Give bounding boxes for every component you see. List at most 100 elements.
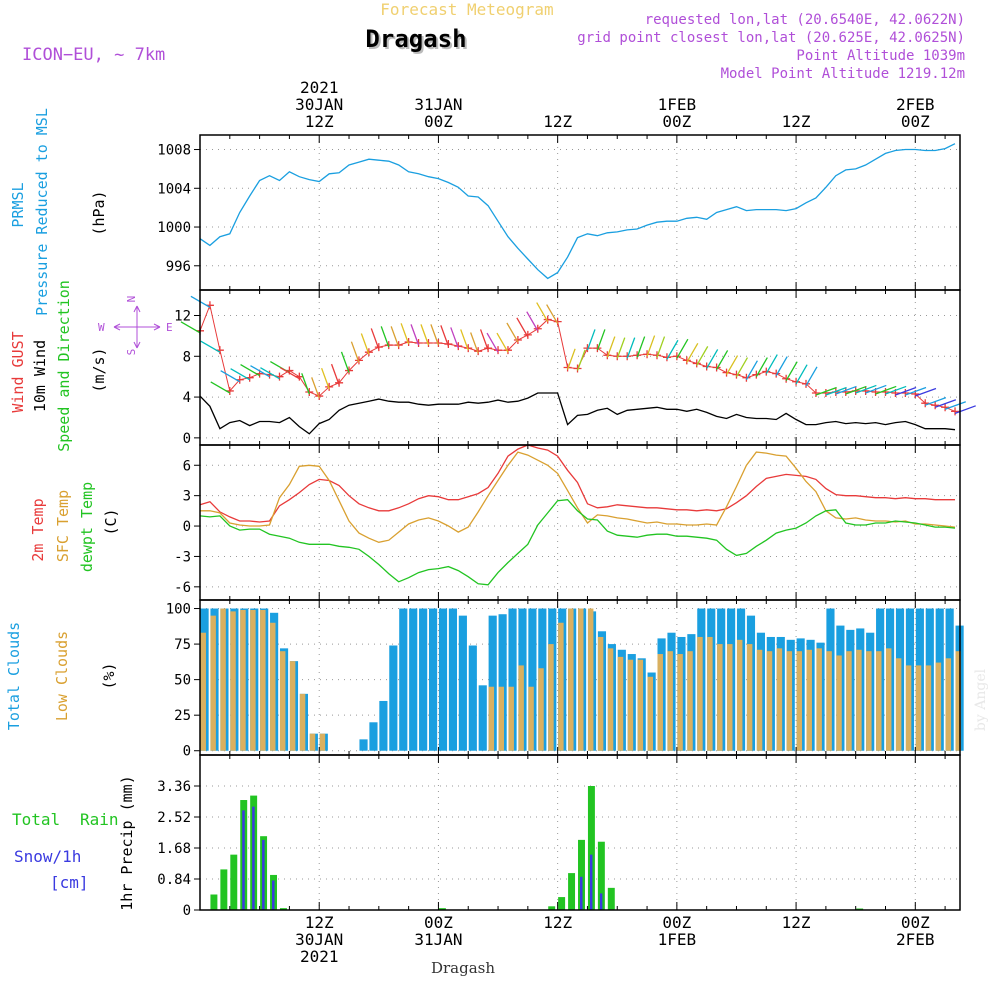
wind-direction-arrow [925, 397, 947, 406]
gust-marker [742, 373, 751, 382]
panel-border-wind [199, 289, 961, 446]
wind-direction-arrow [656, 336, 666, 358]
wind-direction-arrow [934, 399, 957, 408]
wind-direction-arrow [321, 367, 330, 390]
wind-direction-arrow [330, 363, 340, 386]
wind-label: 10m Wind [31, 340, 49, 412]
gust-marker [434, 339, 443, 348]
bottom-time-label: 00Z [901, 913, 930, 932]
low-cloud-bar [885, 648, 892, 751]
panel-clouds: 0 25 50 75 100 [166, 600, 964, 760]
gust-marker [384, 341, 393, 350]
compass-east: E [166, 321, 173, 334]
gust-marker [603, 351, 612, 360]
snow-bar [580, 876, 583, 910]
low-cloud-bar [786, 651, 793, 751]
snow-bar [262, 839, 265, 910]
gust-marker [702, 362, 711, 371]
compass-north: N [125, 296, 138, 303]
low-cloud-bar [587, 608, 594, 751]
low-cloud-bar [538, 668, 544, 751]
y-tick-label: 0.84 [157, 872, 191, 888]
bottom-time-label: 1FEB [658, 930, 697, 949]
gust-marker [782, 374, 791, 383]
gust-marker [315, 392, 324, 401]
wind-direction-arrow [735, 357, 749, 377]
low-cloud-bar [756, 649, 763, 751]
snow-bar [589, 854, 593, 910]
wind-direction-arrow [954, 405, 976, 414]
top-time-label: 12Z [782, 112, 811, 131]
wind-direction-arrow [716, 350, 729, 370]
y-tick-label: 1000 [157, 220, 191, 236]
total-cloud-bar [488, 615, 497, 751]
gust-marker [792, 377, 801, 386]
wind-direction-arrow [835, 385, 857, 395]
rain-bar [210, 894, 218, 910]
location-name-shadow: Dragash [367, 27, 468, 55]
gust-marker [454, 342, 463, 351]
grid-point-coords: grid point closest lon,lat (20.625E, 42.… [577, 30, 965, 46]
y-tick-label: 0 [183, 744, 191, 760]
low-cloud-bar [707, 636, 713, 751]
wind-direction-arrow [380, 326, 390, 348]
y-tick-label: 25 [174, 708, 191, 724]
low-cloud-bar [876, 651, 882, 751]
snow-bar [599, 893, 603, 910]
low-cloud-bar [736, 639, 743, 751]
y-tick-label: 3 [183, 489, 191, 505]
wind-direction-arrow [260, 367, 280, 380]
wind-direction-arrow [885, 385, 907, 395]
wind-direction-arrow [785, 361, 798, 382]
low-cloud-bar [866, 651, 872, 751]
low-cloud-bar [687, 651, 693, 751]
wind-direction-arrow [566, 348, 576, 370]
low-cloud-bar [240, 609, 246, 751]
top-time-label: 30JAN [295, 95, 343, 114]
gust-marker [951, 407, 960, 416]
total-cloud-bar [478, 685, 487, 751]
gust-marker [593, 344, 602, 353]
wind-direction-arrow [546, 304, 559, 324]
gust-marker [662, 353, 671, 362]
wind-direction-arrow [596, 329, 606, 351]
rain-bar [230, 854, 238, 910]
wind-direction-arrow [230, 368, 250, 381]
low-cloud-bar [220, 608, 226, 751]
model-altitude: Model Point Altitude 1219.12m [721, 66, 965, 82]
plot-layer: 99610001004100804812-6-3036025507510000.… [5, 78, 976, 966]
dewpt-temp-line [199, 499, 956, 586]
wind-direction-arrow [815, 386, 837, 396]
wind-direction-arrow [626, 337, 636, 359]
low-cloud-bar [816, 648, 822, 751]
wind-direction-arrow [340, 351, 350, 373]
low-cloud-bar [717, 644, 723, 751]
low-cloud-bar [677, 654, 683, 751]
gust-marker [931, 401, 940, 410]
gust-marker [633, 351, 642, 360]
wind-direction-arrow [825, 386, 847, 396]
snow-bar [272, 880, 275, 910]
low-cloud-bar [697, 636, 703, 751]
low-cloud-bar [528, 686, 534, 751]
low-cloud-bar [766, 651, 773, 751]
wind-direction-arrow [479, 329, 489, 351]
y-tick-label: 1.68 [157, 841, 191, 857]
gust-marker [424, 339, 433, 348]
wind-direction-arrow [944, 401, 966, 410]
low-cloud-bar [250, 609, 256, 751]
y-tick-label: 12 [174, 308, 191, 324]
gust-marker [613, 352, 622, 361]
wind-direction-arrow [496, 332, 509, 353]
low-cloud-bar [488, 686, 495, 751]
bottom-time-label: 00Z [424, 913, 453, 932]
rain-bar [607, 887, 615, 910]
location-name: Dragash [365, 25, 466, 53]
low-cloud-bar [508, 686, 514, 751]
point-altitude: Point Altitude 1039m [796, 48, 965, 64]
gust-line [199, 303, 956, 412]
y-tick-label: 6 [183, 458, 191, 474]
wind-direction-arrow [676, 338, 689, 359]
sfc-temp-label: SFC Temp [54, 490, 72, 562]
low-cloud-bar [498, 686, 505, 751]
